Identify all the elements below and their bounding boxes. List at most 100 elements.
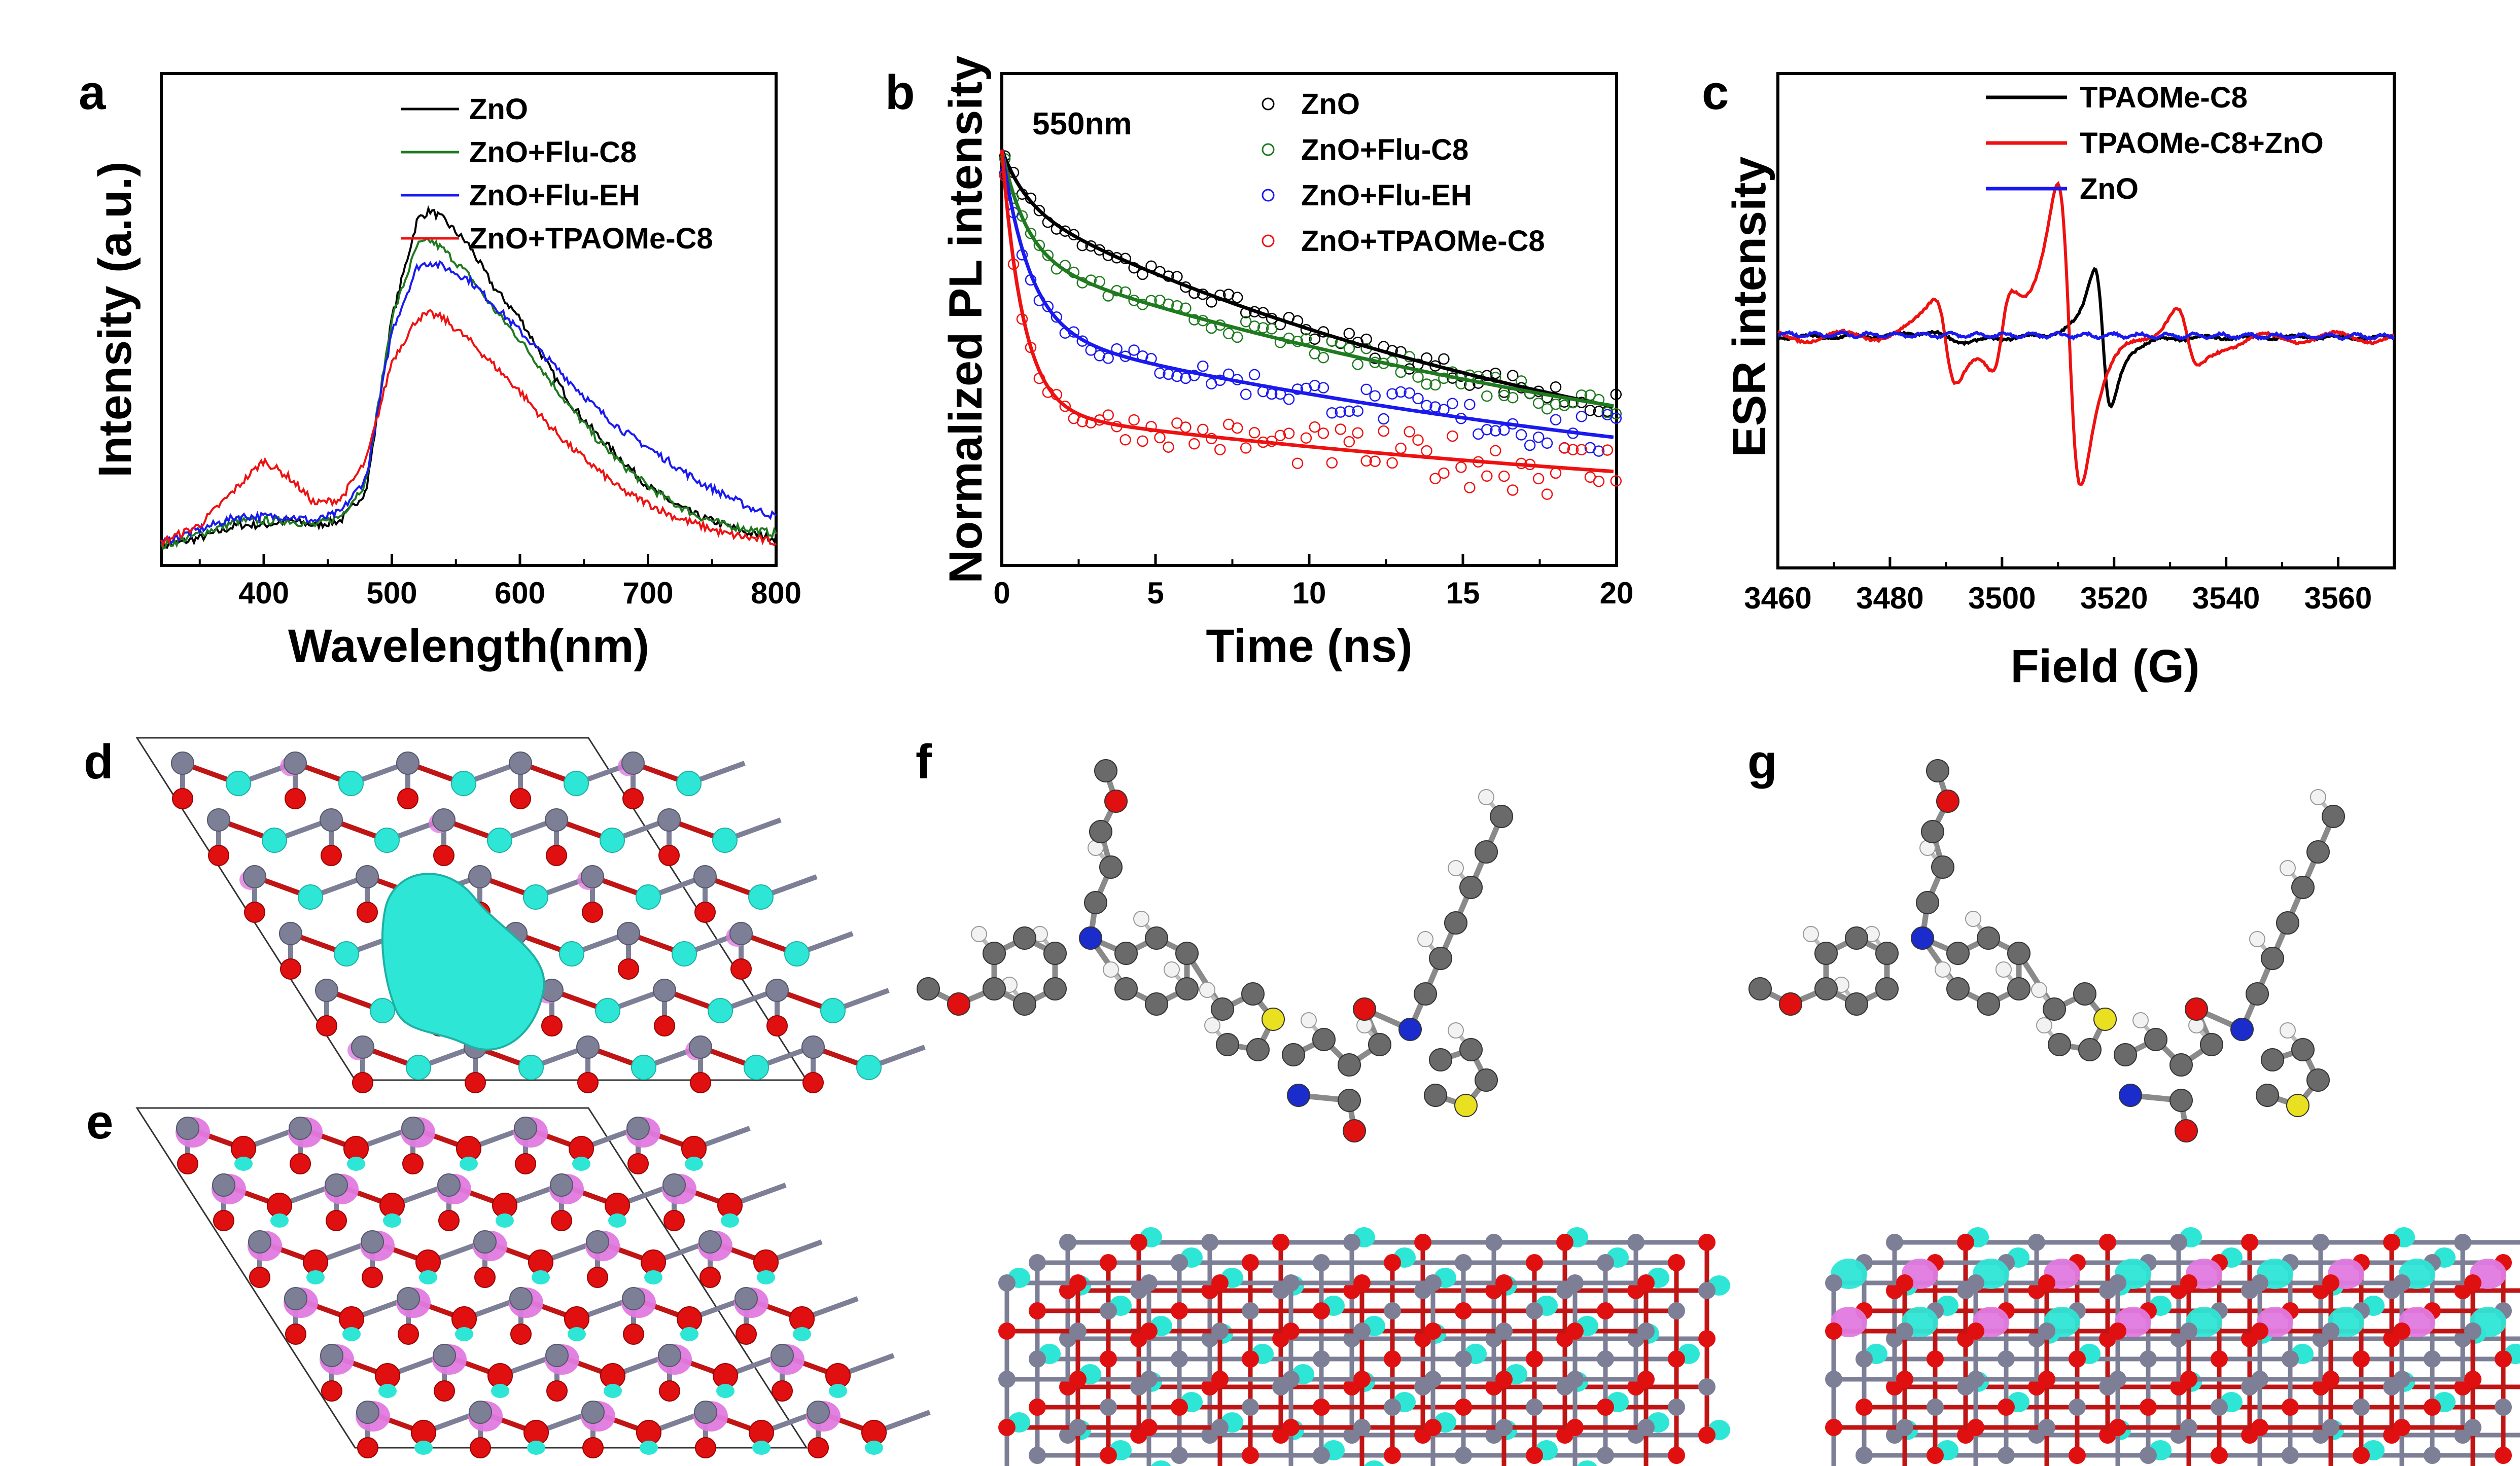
- lattice-d-isosurface: [381, 873, 545, 1051]
- lattice-lobe-cyan: [527, 1441, 545, 1455]
- chart-b-legend-swatch-0: [1262, 97, 1275, 111]
- panel-letter-e: e: [86, 1095, 113, 1149]
- lattice-atom-o: [784, 941, 810, 967]
- lattice-d: [135, 737, 926, 1093]
- chart-a-ylabel: Intensity (a.u.): [89, 161, 141, 478]
- lattice-atom-o: [465, 1072, 486, 1093]
- slab-atom: [2464, 1419, 2481, 1436]
- slab-atom: [1100, 1254, 1117, 1271]
- chart-b-legend-swatch-1: [1262, 143, 1275, 156]
- molecule-atom: [1114, 977, 1138, 1000]
- slab-atom: [1353, 1419, 1371, 1436]
- lattice-atom-o: [285, 1324, 306, 1345]
- lattice-lobe-cyan: [644, 1270, 662, 1284]
- molecule-atom: [1414, 982, 1437, 1006]
- molecule-atom: [1936, 790, 1959, 813]
- molecule-atom: [2261, 1048, 2284, 1071]
- lattice-lobe-cyan: [757, 1270, 775, 1284]
- slab-atom: [1927, 1399, 1944, 1416]
- lattice-atom-o: [226, 771, 251, 796]
- lattice-atom-o: [564, 771, 589, 796]
- molecule-atom-h: [2249, 931, 2265, 947]
- slab-atom: [1384, 1302, 1401, 1319]
- slab-atom: [1967, 1274, 1984, 1292]
- panel-letter-f: f: [916, 735, 932, 789]
- slab-atom: [2353, 1399, 2370, 1416]
- slab-atom: [998, 1322, 1016, 1340]
- slab-atom: [1668, 1302, 1685, 1319]
- chart-b-point-1: [1481, 390, 1493, 402]
- slab-atom: [1597, 1350, 1614, 1368]
- lattice-atom-o: [280, 958, 301, 980]
- chart-b-point-1: [1266, 323, 1278, 335]
- slab-atom: [1069, 1322, 1087, 1340]
- chart-b-legend-label-0: ZnO: [1301, 88, 1360, 121]
- chart-b-point-3: [1248, 427, 1261, 439]
- lattice-atom-o: [663, 1210, 685, 1231]
- chart-a-xtick-label-3: 700: [622, 576, 673, 610]
- molecule-atom: [1145, 926, 1168, 950]
- structure-f: [917, 759, 1730, 1466]
- chart-b-point-2: [1128, 344, 1140, 356]
- slab-atom: [1353, 1322, 1371, 1340]
- lattice-atom-o: [326, 1210, 347, 1231]
- lattice-atom-zn: [212, 1173, 235, 1197]
- slab-atom: [1856, 1350, 1873, 1368]
- lattice-atom-o: [808, 1437, 829, 1458]
- molecule-atom: [2119, 1084, 2142, 1107]
- slab-atom: [2353, 1350, 2370, 1368]
- molecule-atom: [1946, 942, 1970, 965]
- molecule-atom: [2185, 997, 2208, 1021]
- lattice-lobe-cyan: [414, 1441, 433, 1455]
- slab-atom: [1211, 1274, 1229, 1292]
- chart-a-xtick-label-1: 500: [366, 576, 417, 610]
- lattice-atom-o: [744, 1055, 769, 1080]
- molecule-atom-h: [2310, 789, 2326, 805]
- slab-atom: [2241, 1234, 2258, 1251]
- lattice-atom-zn: [622, 1287, 645, 1310]
- molecule-atom: [1814, 942, 1838, 965]
- slab-atom: [1485, 1234, 1502, 1251]
- molecule-atom: [1946, 977, 1970, 1000]
- chart-b-point-0: [1360, 333, 1372, 345]
- chart-b-point-2: [1515, 429, 1527, 441]
- chart-b-legend-label-2: ZnO+Flu-EH: [1301, 179, 1472, 212]
- chart-c-series: [1777, 181, 2395, 486]
- chart-b-point-3: [1102, 409, 1114, 421]
- chart-b-point-2: [1421, 400, 1432, 412]
- slab-atom: [1967, 1371, 1984, 1388]
- chart-b-point-3: [1610, 475, 1622, 487]
- chart-b-point-2: [1481, 423, 1493, 436]
- chart-a-legend-label-0: ZnO: [469, 93, 528, 126]
- lattice-lobe-cyan: [532, 1270, 550, 1284]
- lattice-atom-zn: [469, 1401, 492, 1424]
- slab-atom: [2211, 1399, 2228, 1416]
- slab-atom: [2282, 1447, 2299, 1464]
- molecule-atom: [2144, 1028, 2167, 1051]
- chart-a-legend-label-2: ZnO+Flu-EH: [469, 179, 640, 212]
- chart-b-xtick-label-1: 5: [1147, 576, 1164, 610]
- chart-b-point-1: [1343, 342, 1355, 354]
- lattice-atom-o: [551, 1210, 572, 1231]
- chart-c-xtick-label-1: 3480: [1856, 581, 1923, 615]
- chart-b-point-3: [1188, 438, 1200, 450]
- lattice-lobe-cyan: [721, 1213, 739, 1228]
- chart-b-point-1: [1412, 371, 1424, 383]
- molecule-atom: [1911, 926, 1934, 950]
- lattice-atom-o: [736, 1324, 757, 1345]
- molecule-atom-h: [2132, 1012, 2149, 1028]
- slab-atom: [1424, 1274, 1442, 1292]
- chart-b-point-1: [1421, 378, 1432, 390]
- chart-b-point-2: [1593, 445, 1605, 457]
- slab-atom: [2028, 1234, 2045, 1251]
- slab-atom: [1313, 1447, 1330, 1464]
- slab-atom: [1171, 1302, 1188, 1319]
- lattice-atom-o: [772, 1380, 793, 1402]
- chart-b-point-3: [1567, 444, 1579, 455]
- chart-b-point-3: [1489, 445, 1501, 457]
- slab-atom: [2251, 1371, 2268, 1388]
- lattice-atom-o: [172, 788, 193, 809]
- lattice-atom-o: [398, 1324, 419, 1345]
- lattice-atom-zn: [432, 808, 456, 832]
- slab-atom: [2393, 1322, 2410, 1340]
